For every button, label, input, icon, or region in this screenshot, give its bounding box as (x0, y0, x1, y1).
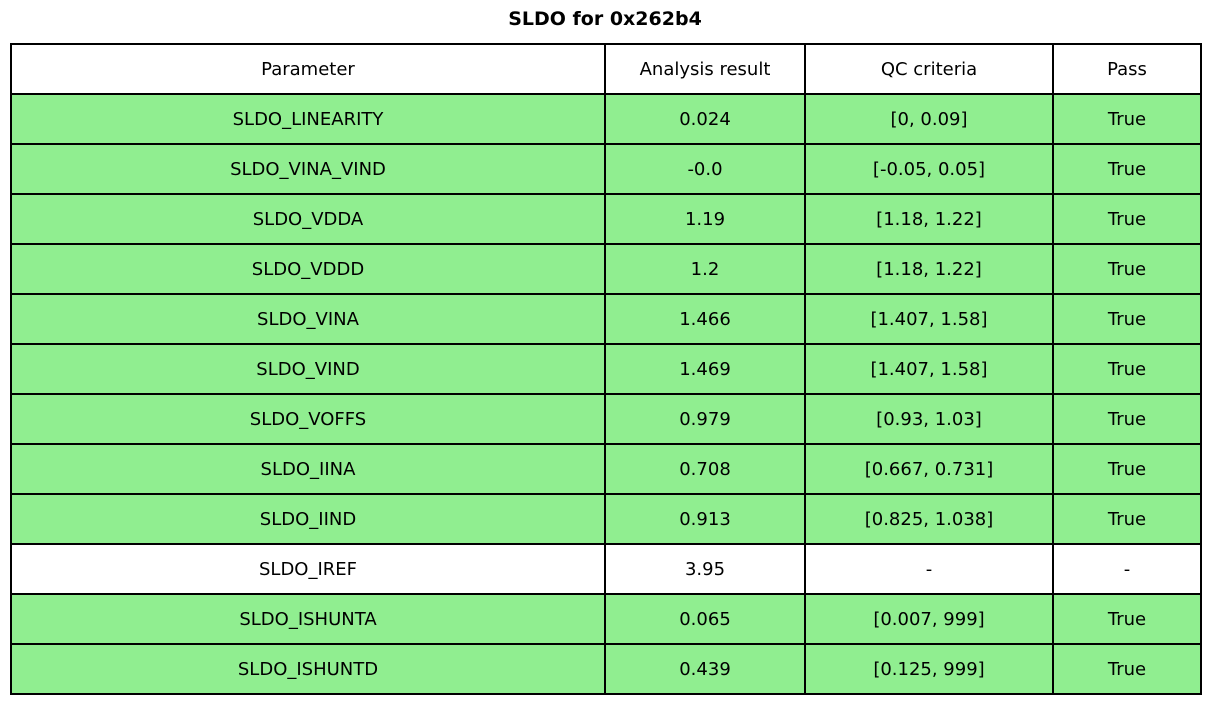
cell-analysis-result: 0.979 (604, 393, 806, 445)
cell-analysis-result: 0.024 (604, 93, 806, 145)
table-row: SLDO_VDDD 1.2 [1.18, 1.22] True (10, 243, 1202, 295)
cell-qc-criteria: [0.007, 999] (804, 593, 1054, 645)
table-row: SLDO_LINEARITY 0.024 [0, 0.09] True (10, 93, 1202, 145)
cell-analysis-result: 1.466 (604, 293, 806, 345)
column-header-analysis-result: Analysis result (604, 43, 806, 95)
cell-analysis-result: 0.913 (604, 493, 806, 545)
cell-parameter: SLDO_VINA (10, 293, 606, 345)
cell-pass: True (1052, 143, 1202, 195)
cell-qc-criteria: [0.667, 0.731] (804, 443, 1054, 495)
cell-qc-criteria: [0, 0.09] (804, 93, 1054, 145)
cell-analysis-result: 3.95 (604, 543, 806, 595)
cell-analysis-result: 0.708 (604, 443, 806, 495)
cell-analysis-result: 0.439 (604, 643, 806, 695)
cell-parameter: SLDO_VIND (10, 343, 606, 395)
cell-analysis-result: -0.0 (604, 143, 806, 195)
cell-qc-criteria: [-0.05, 0.05] (804, 143, 1054, 195)
column-header-pass: Pass (1052, 43, 1202, 95)
cell-pass: True (1052, 643, 1202, 695)
cell-parameter: SLDO_VDDA (10, 193, 606, 245)
cell-analysis-result: 1.19 (604, 193, 806, 245)
cell-qc-criteria: [0.125, 999] (804, 643, 1054, 695)
cell-pass: - (1052, 543, 1202, 595)
cell-pass: True (1052, 193, 1202, 245)
cell-analysis-result: 1.2 (604, 243, 806, 295)
page-title: SLDO for 0x262b4 (508, 8, 702, 30)
cell-pass: True (1052, 243, 1202, 295)
table-row: SLDO_IIND 0.913 [0.825, 1.038] True (10, 493, 1202, 545)
cell-pass: True (1052, 93, 1202, 145)
column-header-qc-criteria: QC criteria (804, 43, 1054, 95)
cell-analysis-result: 0.065 (604, 593, 806, 645)
cell-qc-criteria: [1.18, 1.22] (804, 243, 1054, 295)
cell-pass: True (1052, 493, 1202, 545)
qc-results-table: Parameter Analysis result QC criteria Pa… (10, 43, 1202, 695)
cell-parameter: SLDO_VINA_VIND (10, 143, 606, 195)
table-row: SLDO_ISHUNTA 0.065 [0.007, 999] True (10, 593, 1202, 645)
table-row: SLDO_IREF 3.95 - - (10, 543, 1202, 595)
cell-qc-criteria: - (804, 543, 1054, 595)
table-row: SLDO_ISHUNTD 0.439 [0.125, 999] True (10, 643, 1202, 695)
table-row: SLDO_IINA 0.708 [0.667, 0.731] True (10, 443, 1202, 495)
cell-pass: True (1052, 593, 1202, 645)
table-row: SLDO_VINA 1.466 [1.407, 1.58] True (10, 293, 1202, 345)
cell-parameter: SLDO_VOFFS (10, 393, 606, 445)
cell-pass: True (1052, 393, 1202, 445)
cell-qc-criteria: [0.93, 1.03] (804, 393, 1054, 445)
cell-qc-criteria: [0.825, 1.038] (804, 493, 1054, 545)
cell-analysis-result: 1.469 (604, 343, 806, 395)
cell-parameter: SLDO_LINEARITY (10, 93, 606, 145)
cell-parameter: SLDO_IREF (10, 543, 606, 595)
table-header-row: Parameter Analysis result QC criteria Pa… (10, 43, 1202, 95)
column-header-parameter: Parameter (10, 43, 606, 95)
cell-pass: True (1052, 343, 1202, 395)
cell-pass: True (1052, 443, 1202, 495)
table-row: SLDO_VINA_VIND -0.0 [-0.05, 0.05] True (10, 143, 1202, 195)
cell-pass: True (1052, 293, 1202, 345)
cell-parameter: SLDO_ISHUNTA (10, 593, 606, 645)
cell-qc-criteria: [1.407, 1.58] (804, 293, 1054, 345)
cell-qc-criteria: [1.18, 1.22] (804, 193, 1054, 245)
cell-parameter: SLDO_VDDD (10, 243, 606, 295)
cell-parameter: SLDO_IIND (10, 493, 606, 545)
table-row: SLDO_VIND 1.469 [1.407, 1.58] True (10, 343, 1202, 395)
cell-qc-criteria: [1.407, 1.58] (804, 343, 1054, 395)
table-row: SLDO_VOFFS 0.979 [0.93, 1.03] True (10, 393, 1202, 445)
cell-parameter: SLDO_ISHUNTD (10, 643, 606, 695)
table-row: SLDO_VDDA 1.19 [1.18, 1.22] True (10, 193, 1202, 245)
cell-parameter: SLDO_IINA (10, 443, 606, 495)
